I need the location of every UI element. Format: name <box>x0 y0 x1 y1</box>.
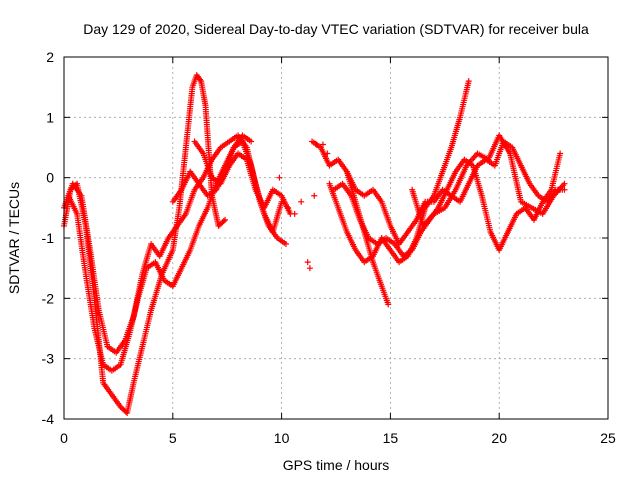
data-point <box>222 216 229 223</box>
x-axis-label: GPS time / hours <box>283 457 390 473</box>
x-tick-label: 20 <box>491 430 507 446</box>
data-point <box>276 174 283 181</box>
chart-title: Day 129 of 2020, Sidereal Day-to-day VTE… <box>83 21 589 37</box>
x-tick-label: 25 <box>600 430 616 446</box>
data-point <box>557 150 564 157</box>
data-point <box>285 204 292 211</box>
y-tick-label: -3 <box>42 351 55 367</box>
y-tick-label: 0 <box>46 170 54 186</box>
data-point <box>324 150 331 157</box>
y-tick-label: -2 <box>42 290 55 306</box>
x-tick-label: 5 <box>169 430 177 446</box>
x-tick-label: 15 <box>383 430 399 446</box>
data-point <box>385 301 392 308</box>
y-tick-label: 1 <box>46 109 54 125</box>
tick-labels: 0 5 10 15 20 25 -4 -3 -2 -1 0 1 2 <box>42 49 616 446</box>
data-point <box>465 78 472 85</box>
data-points <box>61 72 568 416</box>
data-point <box>313 141 320 148</box>
grid <box>64 57 608 419</box>
data-point <box>248 138 255 145</box>
data-point <box>561 186 568 193</box>
y-tick-label: -1 <box>42 230 55 246</box>
data-point <box>291 210 298 217</box>
x-tick-label: 10 <box>274 430 290 446</box>
data-point <box>311 192 318 199</box>
y-tick-label: 2 <box>46 49 54 65</box>
y-axis-label: SDTVAR / TECUs <box>6 182 22 294</box>
y-tick-label: -4 <box>42 411 55 427</box>
data-point <box>298 198 305 205</box>
data-point <box>561 180 568 187</box>
x-tick-label: 0 <box>60 430 68 446</box>
data-point <box>304 259 311 266</box>
data-point <box>220 218 227 225</box>
plot-frame <box>63 56 609 420</box>
data-point <box>306 265 313 272</box>
data-point <box>282 241 289 248</box>
data-point <box>319 141 326 148</box>
